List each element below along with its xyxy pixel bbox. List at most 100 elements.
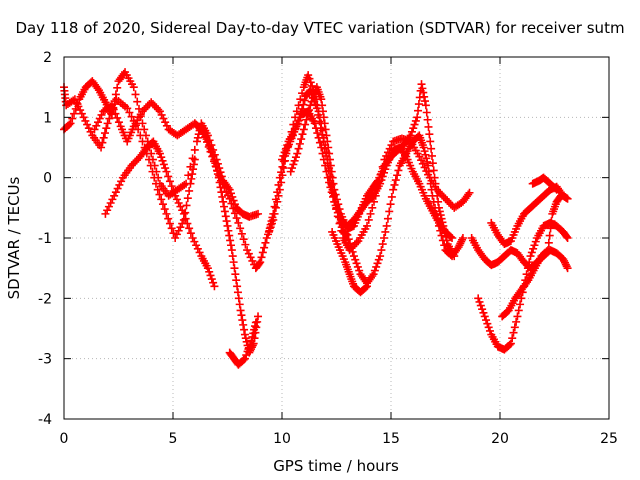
data-point: [159, 114, 168, 123]
data-point: [344, 235, 353, 244]
data-point: [320, 144, 329, 153]
data-point: [161, 164, 170, 173]
data-point: [254, 209, 263, 218]
data-point: [232, 214, 241, 223]
data-point: [562, 232, 571, 241]
data-point: [244, 249, 253, 258]
data-point: [162, 209, 171, 218]
data-point: [429, 166, 438, 175]
data-point: [160, 205, 169, 214]
data-point: [223, 191, 232, 200]
data-point: [226, 236, 235, 245]
data-point: [239, 235, 248, 244]
data-point: [164, 172, 173, 181]
data-point: [239, 320, 248, 329]
x-tick-label: 5: [169, 431, 178, 447]
data-point: [413, 113, 422, 122]
data-point: [152, 167, 161, 176]
data-point: [482, 316, 491, 325]
data-point: [233, 282, 242, 291]
data-point: [513, 312, 522, 321]
data-point: [108, 195, 117, 204]
data-point: [531, 237, 540, 246]
data-point: [418, 84, 427, 93]
data-point: [422, 154, 431, 163]
data-point: [217, 188, 226, 197]
data-point: [171, 234, 180, 242]
data-point: [271, 203, 280, 212]
data-point: [523, 264, 532, 273]
data-point: [380, 234, 389, 242]
data-point: [188, 170, 197, 179]
data-point: [382, 221, 391, 230]
data-point: [303, 110, 312, 119]
data-point: [485, 326, 494, 335]
data-point: [90, 125, 99, 134]
data-point: [243, 246, 252, 255]
data-point: [405, 133, 414, 142]
data-point: [438, 218, 447, 227]
data-point: [190, 145, 199, 154]
data-point: [171, 191, 180, 200]
data-point: [480, 312, 489, 321]
data-point: [431, 179, 440, 188]
data-point: [248, 256, 257, 265]
data-point: [223, 221, 232, 230]
data-point: [113, 184, 122, 193]
data-point: [102, 124, 111, 133]
data-point: [228, 252, 237, 261]
data-point: [386, 200, 395, 209]
data-point: [250, 322, 259, 331]
data-point: [169, 229, 178, 238]
data-point: [172, 195, 181, 204]
data-point: [105, 114, 114, 123]
data-point: [324, 143, 333, 152]
data-point: [542, 247, 551, 256]
data-point: [93, 84, 102, 93]
data-point: [551, 184, 560, 193]
data-point: [155, 149, 164, 158]
data-point: [378, 240, 387, 249]
data-point: [131, 90, 140, 99]
series-track-j: [328, 227, 372, 297]
data-point: [212, 162, 221, 171]
data-point: [148, 155, 157, 164]
data-point: [267, 217, 276, 226]
data-point: [143, 101, 152, 110]
data-point: [277, 168, 286, 177]
data-point: [140, 125, 149, 134]
series-track-o: [528, 173, 561, 194]
data-point: [153, 185, 162, 194]
data-point: [162, 121, 171, 130]
data-point: [280, 148, 289, 157]
data-point: [138, 107, 147, 116]
data-point: [203, 264, 212, 273]
data-point: [363, 282, 372, 291]
data-point: [300, 96, 309, 105]
data-point: [188, 154, 197, 163]
data-point: [182, 179, 191, 188]
data-point: [110, 97, 119, 106]
data-point: [308, 94, 317, 103]
data-point: [209, 151, 218, 160]
data-point: [239, 355, 248, 364]
data-point: [207, 275, 216, 284]
y-tick-label: 2: [43, 50, 52, 66]
data-point: [225, 185, 234, 194]
data-point: [432, 185, 441, 194]
data-point: [257, 253, 266, 262]
data-point: [115, 180, 124, 189]
data-point: [154, 173, 163, 182]
data-point: [458, 234, 467, 242]
data-point: [183, 219, 192, 228]
data-point: [331, 190, 340, 199]
data-point: [427, 151, 436, 160]
data-point: [440, 225, 449, 234]
data-point: [546, 224, 555, 233]
data-point: [374, 255, 383, 264]
data-point: [132, 156, 141, 165]
data-point: [389, 185, 398, 194]
data-point: [446, 200, 455, 209]
data-point: [97, 143, 106, 152]
data-point: [83, 120, 92, 129]
